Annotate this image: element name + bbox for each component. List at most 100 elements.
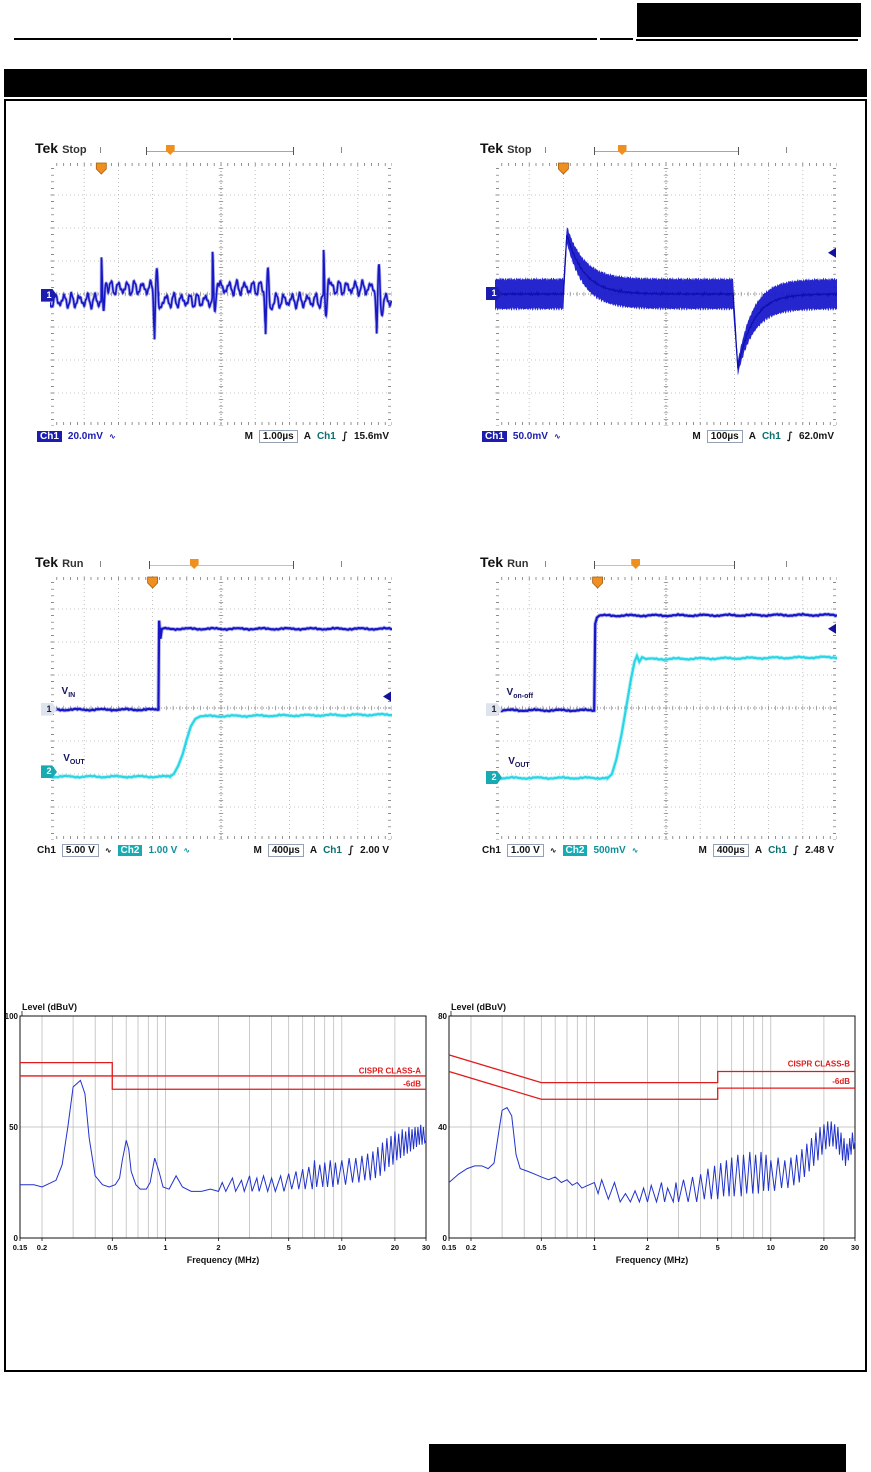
svg-text:0.2: 0.2 (466, 1243, 476, 1252)
acq-bracket (292, 147, 294, 155)
svg-text:50: 50 (9, 1123, 18, 1132)
status-token: 1.00 V (506, 844, 544, 857)
acq-trigger-icon (165, 145, 175, 155)
svg-text:CISPR CLASS-A: CISPR CLASS-A (359, 1066, 421, 1075)
svg-text:0.5: 0.5 (536, 1243, 546, 1252)
status-token: A (754, 845, 763, 856)
status-token: Ch1 (323, 845, 342, 856)
status-token: M (692, 431, 701, 442)
status-token: A (303, 431, 311, 442)
acq-bracket (149, 561, 151, 569)
status-token: 400µs (267, 844, 304, 857)
scope-header: Tek Stop (480, 140, 842, 162)
scope-graticule: 1 (41, 162, 392, 426)
trace-label-von-off: Von-off (506, 686, 534, 700)
status-token: ∿ (183, 846, 191, 855)
scope-header: Tek Run (480, 554, 842, 576)
figures-panel: Tek Stop 1 Ch1 20.0mV ∿ M 1.00µs A Ch1 ∫ 15.6mV T… (4, 99, 867, 1372)
acq-tick (99, 561, 101, 567)
scope-brand: Tek (35, 554, 59, 570)
acq-bracket (145, 147, 147, 155)
acq-tick (544, 561, 546, 567)
scope-graticule: 1 2 VIN VOUT (41, 576, 392, 840)
acq-tick (99, 147, 101, 153)
oscillogram-output-ripple: Tek Stop 1 Ch1 20.0mV ∿ M 1.00µs A Ch1 ∫ 15.6mV (35, 140, 397, 446)
acq-window-line (594, 151, 738, 152)
channel-1-marker: 1 (41, 702, 57, 716)
emi-plot: Level (dBuV) 0 50 100 0.15 0.2 0.5 1 2 5 10 20 30 Fre… (5, 1002, 431, 1265)
svg-text:10: 10 (338, 1243, 346, 1252)
status-token: ∿ (104, 846, 112, 855)
emi-chart-cispr-class-b: Level (dBuV) 0 40 80 0.15 0.2 0.5 1 2 5 10 20 30 Freq… (433, 1000, 861, 1268)
oscillogram-load-transient: Tek Stop 1 Ch1 50.0mV ∿ M 100µs A Ch1 ∫ 62.0mV (480, 140, 842, 446)
channel-1-marker: 1 (486, 703, 502, 717)
status-token: ∫ (341, 431, 348, 442)
status-token: A (309, 845, 318, 856)
acq-trigger-icon (631, 559, 641, 569)
scope-header: Tek Run (35, 554, 397, 576)
scope-status-bar: Ch1 50.0mV ∿ M 100µs A Ch1 ∫ 62.0mV (482, 430, 842, 443)
scope-acquisition-bar (50, 143, 392, 158)
svg-text:0.15: 0.15 (442, 1243, 457, 1252)
channel-2-marker: 2 (486, 770, 502, 784)
header-rule-3 (600, 38, 633, 40)
scope-screen (50, 576, 392, 840)
status-token: ∿ (631, 846, 639, 855)
trace-label-vin: VIN (61, 685, 76, 699)
status-token: ∿ (549, 846, 557, 855)
emi-plot: Level (dBuV) 0 40 80 0.15 0.2 0.5 1 2 5 10 20 30 Freq… (438, 1002, 859, 1265)
acq-trigger-icon (617, 145, 627, 155)
svg-text:30: 30 (851, 1243, 859, 1252)
status-token: Ch1 (316, 431, 336, 442)
channel-1-marker: 1 (486, 287, 502, 300)
svg-text:Frequency (MHz): Frequency (MHz) (187, 1255, 260, 1265)
status-token: Ch1 (761, 431, 781, 442)
status-token: ∿ (553, 432, 561, 441)
scope-acquisition-bar (495, 557, 837, 572)
status-token: 100µs (706, 430, 743, 443)
status-token: 20.0mV (67, 431, 103, 442)
channel-2-marker: 2 (41, 765, 57, 779)
scope-acquisition-bar (495, 143, 837, 158)
acq-tick (785, 147, 787, 153)
svg-text:30: 30 (422, 1243, 430, 1252)
scope-brand: Tek (480, 140, 504, 156)
svg-text:0.2: 0.2 (37, 1243, 47, 1252)
acq-bracket (737, 147, 739, 155)
oscillogram-vin-startup: Tek Run 1 2 VIN VOUT Ch1 5.00 V ∿ Ch2 1.00 V ∿ M 40… (35, 554, 397, 860)
acq-bracket (734, 561, 736, 569)
acq-tick (785, 561, 787, 567)
svg-text:80: 80 (438, 1012, 447, 1021)
svg-text:0.5: 0.5 (107, 1243, 117, 1252)
status-token: 1.00µs (258, 430, 298, 443)
svg-text:1: 1 (592, 1243, 596, 1252)
scope-acq-mode: Run (507, 558, 529, 570)
scope-brand: Tek (480, 554, 504, 570)
scope-screen (50, 162, 392, 426)
section-title-bar (4, 69, 867, 97)
status-token: A (748, 431, 756, 442)
status-token: 400µs (712, 844, 749, 857)
acq-tick (544, 147, 546, 153)
svg-text:Level (dBuV): Level (dBuV) (451, 1002, 506, 1012)
acq-window-line (149, 565, 293, 566)
trace-label-vout: VOUT (63, 752, 85, 766)
acq-tick (340, 561, 342, 567)
redacted-footer-box (429, 1444, 846, 1472)
status-token: ∫ (786, 431, 793, 442)
scope-status-bar: Ch1 1.00 V ∿ Ch2 500mV ∿ M 400µs A Ch1 ∫ 2.48 V (482, 844, 842, 857)
svg-text:2: 2 (216, 1243, 220, 1252)
svg-text:0.15: 0.15 (13, 1243, 28, 1252)
scope-graticule: 1 2 Von-off VOUT (486, 576, 837, 840)
scope-screen (495, 576, 837, 840)
scope-brand: Tek (35, 140, 59, 156)
status-token: Ch2 (562, 845, 588, 856)
svg-text:-6dB: -6dB (832, 1077, 850, 1086)
svg-text:-6dB: -6dB (403, 1080, 421, 1089)
channel-1-marker: 1 (41, 288, 57, 302)
status-token: Ch1 (37, 431, 62, 442)
status-token: ∫ (792, 845, 800, 856)
acq-tick (340, 147, 342, 153)
svg-text:5: 5 (716, 1243, 720, 1252)
